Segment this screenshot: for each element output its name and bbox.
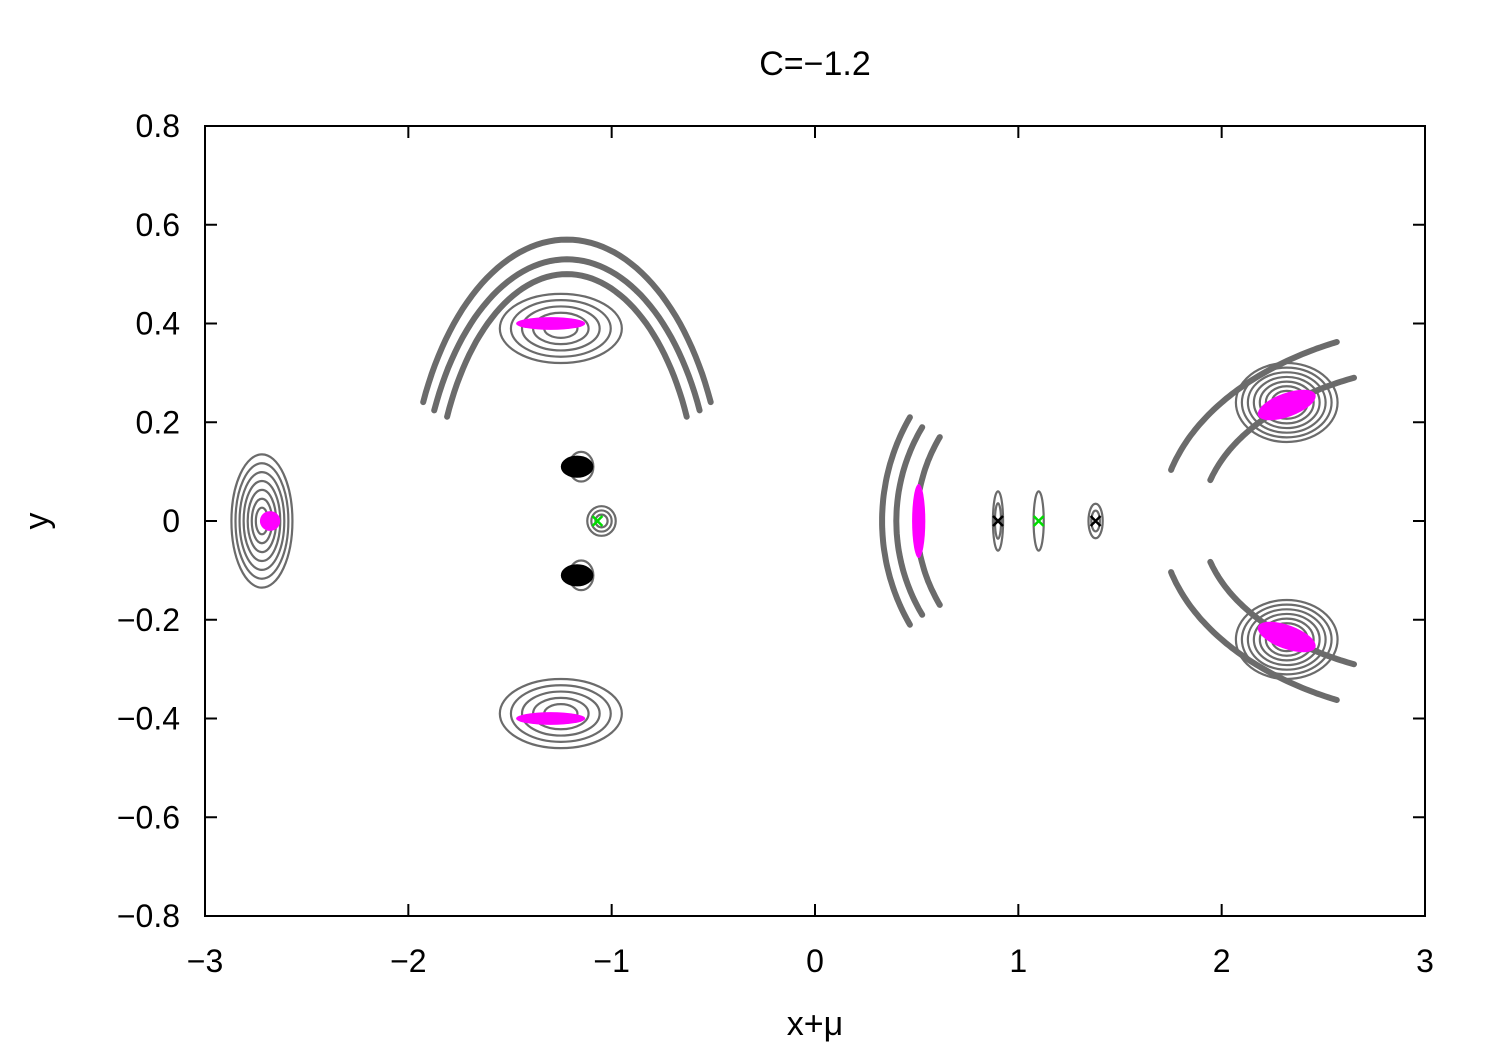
- orbit-ring: [520, 690, 601, 737]
- y-tick-label: 0.6: [136, 207, 180, 243]
- stable-orbit-point: [912, 483, 926, 559]
- orbit-arc: [420, 236, 714, 406]
- orbit-arc: [1207, 558, 1357, 668]
- orbit-ring: [1246, 608, 1327, 671]
- stable-orbit-point: [1257, 389, 1316, 421]
- x-tick-label: −1: [593, 943, 629, 979]
- fixed-point-marker: [992, 515, 1004, 527]
- fixed-point-marker: [1089, 515, 1102, 527]
- orbit-arc: [1207, 374, 1357, 484]
- orbit-ring: [1258, 380, 1315, 425]
- black-island: [560, 564, 594, 587]
- orbit-ring: [1246, 371, 1327, 434]
- orbit-arc: [1168, 339, 1340, 473]
- orbit-ring: [1087, 502, 1104, 540]
- orbit-ring: [590, 509, 613, 533]
- orbit-ring: [1252, 375, 1321, 430]
- plot-frame: [204, 125, 1426, 917]
- x-tick-label: 1: [1009, 943, 1027, 979]
- stable-orbit-point: [516, 712, 586, 725]
- x-tick-label: −2: [390, 943, 426, 979]
- stable-orbit-point: [1257, 621, 1316, 653]
- stable-orbit-point: [259, 511, 281, 531]
- orbit-arc: [879, 414, 913, 628]
- orbit-arc: [444, 271, 690, 420]
- orbit-ring: [498, 292, 623, 365]
- x-tick-label: −3: [187, 943, 223, 979]
- orbit-ring: [1240, 603, 1333, 676]
- orbit-ring: [234, 462, 290, 580]
- fixed-point-marker: [1032, 515, 1045, 527]
- y-tick-label: −0.4: [117, 701, 180, 737]
- axis-ticks: −3 −2 −1 0 1 2 3 0.8 0.6 0.4 0.2 0 −0.2 −0.4 −0.6 −0.8: [117, 108, 1434, 979]
- y-tick-label: 0.8: [136, 108, 180, 144]
- plot-area: [230, 236, 1357, 750]
- orbit-arc: [431, 256, 703, 414]
- black-island: [560, 455, 594, 478]
- y-tick-label: 0.2: [136, 404, 180, 440]
- orbit-ring: [520, 305, 601, 352]
- y-tick-label: −0.8: [117, 898, 180, 934]
- orbit-ring: [509, 299, 612, 358]
- orbit-ring: [498, 677, 623, 750]
- x-tick-label: 2: [1213, 943, 1231, 979]
- orbit-arc: [1168, 569, 1340, 703]
- orbit-ring: [594, 513, 609, 529]
- x-tick-label: 0: [806, 943, 824, 979]
- orbit-ring: [1240, 366, 1333, 439]
- orbit-ring: [586, 505, 617, 537]
- stable-orbit-point: [516, 317, 586, 330]
- orbit-ring: [509, 684, 612, 743]
- orbit-ring: [991, 490, 1005, 552]
- orbit-arc: [893, 424, 926, 618]
- chart-title: C=−1.2: [759, 45, 871, 83]
- orbit-ring: [238, 471, 286, 571]
- orbit-ring: [1252, 612, 1321, 667]
- orbit-ring: [230, 453, 294, 589]
- y-tick-label: 0: [162, 503, 180, 539]
- orbit-ring: [1258, 617, 1315, 662]
- orbit-ring: [1032, 490, 1045, 552]
- fixed-point-marker: [591, 515, 604, 527]
- x-tick-label: 3: [1416, 943, 1434, 979]
- orbit-ring: [1090, 509, 1101, 533]
- x-axis-label: x+μ: [787, 1005, 843, 1043]
- y-tick-label: −0.6: [117, 799, 180, 835]
- y-tick-label: −0.2: [117, 602, 180, 638]
- y-axis-label: y: [18, 513, 56, 530]
- y-tick-label: 0.4: [136, 306, 180, 342]
- orbit-ring: [993, 502, 1003, 540]
